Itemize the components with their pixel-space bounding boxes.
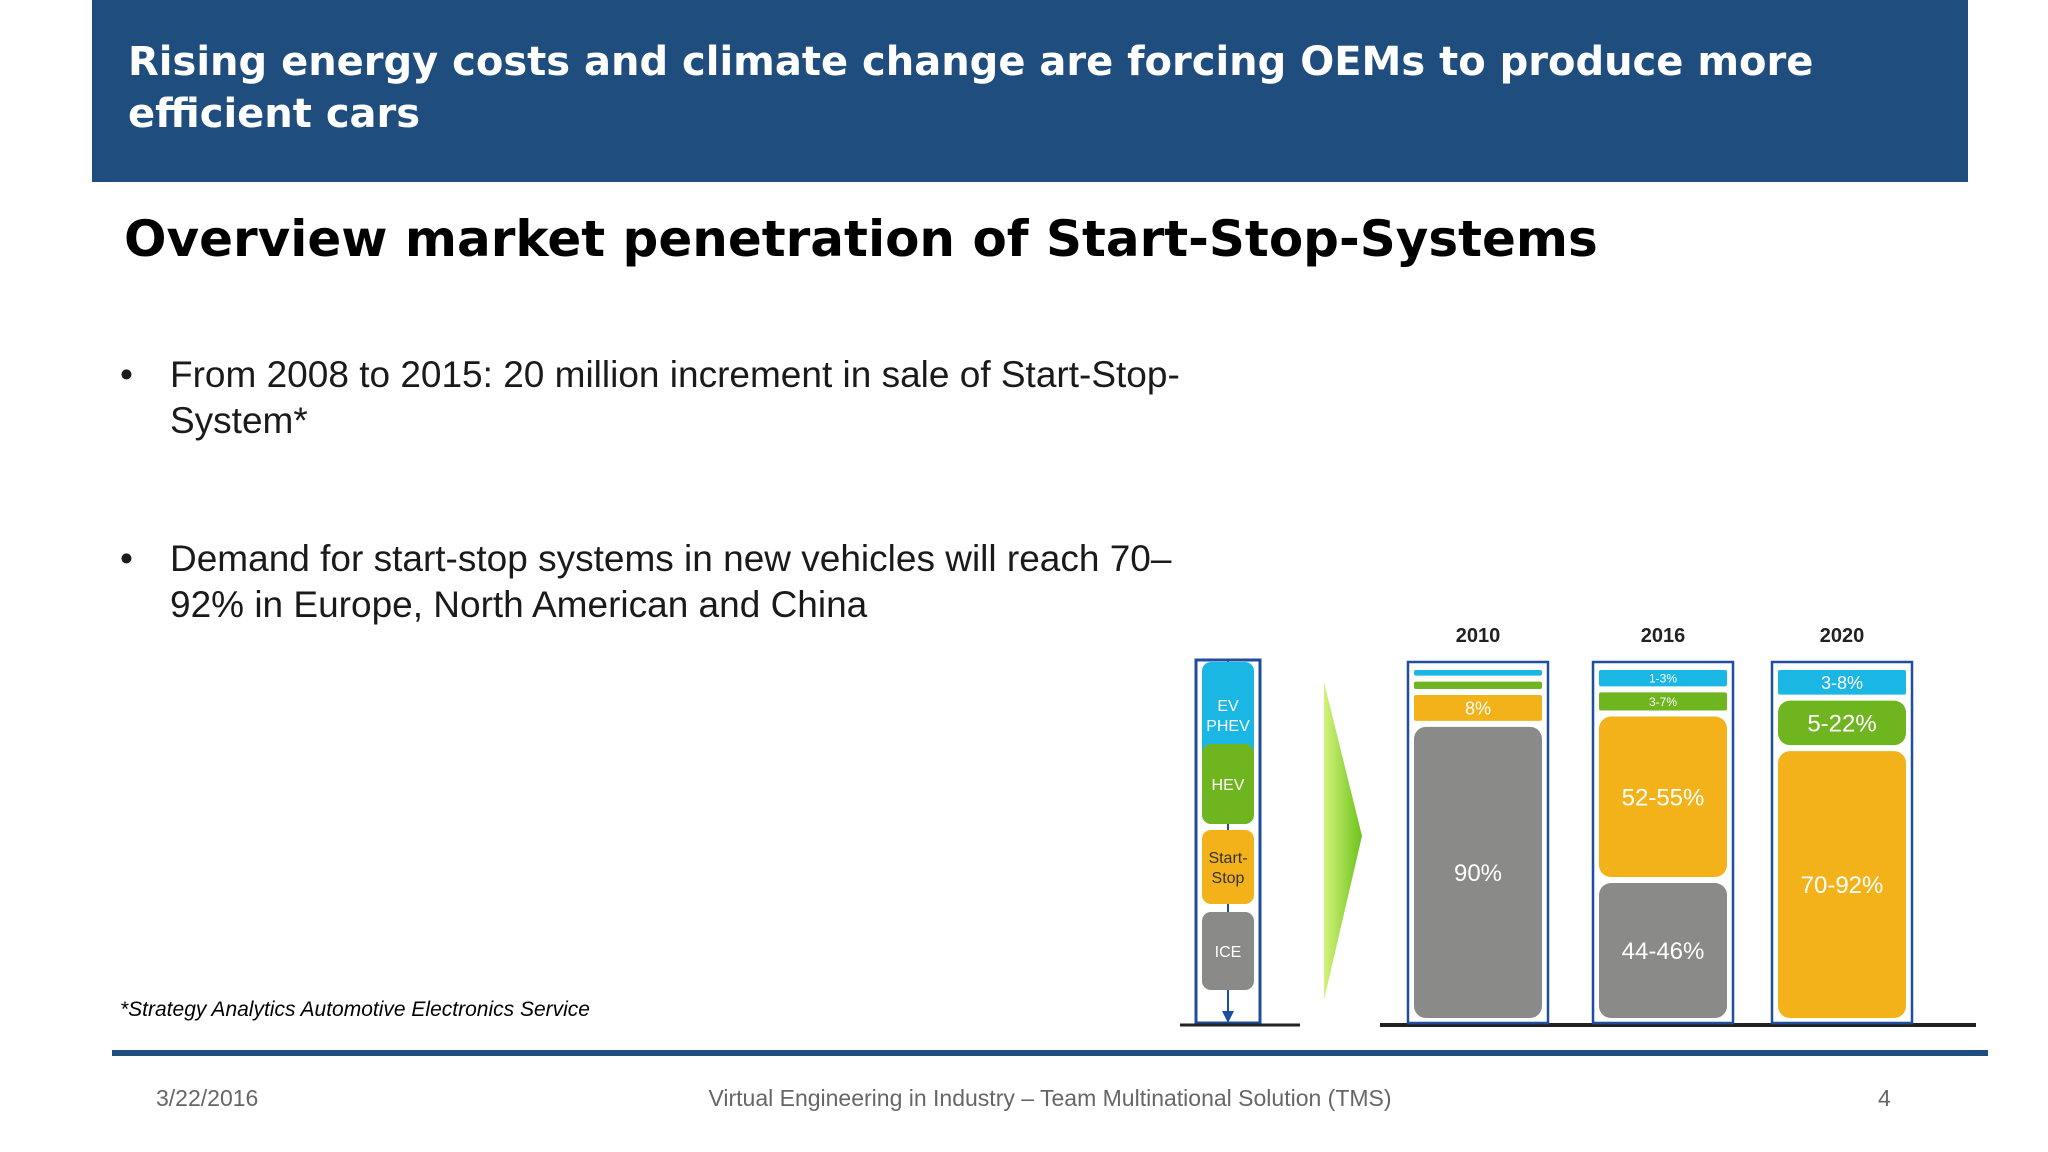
footer-date: 3/22/2016 <box>156 1085 259 1111</box>
bar-segment <box>1599 670 1727 687</box>
data-label: 8% <box>1465 698 1491 718</box>
bar-segment <box>1778 700 1906 746</box>
bullet-item: From 2008 to 2015: 20 million increment … <box>120 352 1180 444</box>
data-label: 52-55% <box>1622 784 1705 811</box>
legend-label: PHEV <box>1206 718 1250 735</box>
footnote: *Strategy Analytics Automotive Electroni… <box>120 998 590 1021</box>
bar-segment <box>1414 681 1542 690</box>
data-label: 1-3% <box>1649 672 1677 686</box>
bullet-item: Demand for start-stop systems in new veh… <box>120 536 1180 628</box>
legend-swatch <box>1202 912 1254 990</box>
legend-swatch <box>1202 830 1254 904</box>
footer-divider <box>112 1050 1988 1056</box>
legend-swatch <box>1202 744 1254 824</box>
bullet-list: From 2008 to 2015: 20 million increment … <box>120 352 1180 720</box>
data-label: 3-8% <box>1821 673 1863 693</box>
bar-segment <box>1414 695 1542 721</box>
footer-title: Virtual Engineering in Industry – Team M… <box>708 1085 1392 1111</box>
bar-segment <box>1778 751 1906 1018</box>
page-number: 4 <box>1878 1085 1891 1111</box>
bar-segment <box>1599 716 1727 878</box>
data-label: 90% <box>1454 860 1502 887</box>
data-label: 70-92% <box>1801 872 1884 899</box>
year-label: 2020 <box>1820 625 1865 647</box>
slide-subtitle: Overview market penetration of Start-Sto… <box>124 210 1598 268</box>
bar-segment <box>1414 670 1542 676</box>
bar-segment <box>1599 883 1727 1018</box>
arrow-down-icon <box>1222 1011 1234 1023</box>
data-label: 3-7% <box>1649 695 1677 709</box>
legend-label: ICE <box>1215 944 1242 961</box>
year-label: 2016 <box>1641 625 1686 647</box>
bar-segment <box>1778 670 1906 695</box>
slide-title: Rising energy costs and climate change a… <box>128 39 1814 137</box>
market-penetration-chart: EV PHEV HEV Start- Stop ICE 2010 8% 90% 2016 1-3% 3… <box>1176 620 1996 1040</box>
chevron-right-icon <box>1324 682 1362 1000</box>
bar-segment <box>1414 726 1542 1018</box>
legend-label: HEV <box>1212 777 1245 794</box>
legend-label: EV <box>1217 698 1239 715</box>
data-label: 44-46% <box>1622 938 1705 965</box>
header-banner: Rising energy costs and climate change a… <box>92 0 1968 182</box>
legend-label: Start- <box>1208 850 1247 867</box>
bar-segment <box>1599 692 1727 711</box>
chart-svg: EV PHEV HEV Start- Stop ICE 2010 8% 90% 2016 1-3% 3… <box>1180 625 1976 1027</box>
data-label: 5-22% <box>1807 710 1876 737</box>
year-label: 2010 <box>1456 625 1501 647</box>
legend-swatch <box>1202 662 1254 768</box>
legend-label: Stop <box>1212 870 1245 887</box>
